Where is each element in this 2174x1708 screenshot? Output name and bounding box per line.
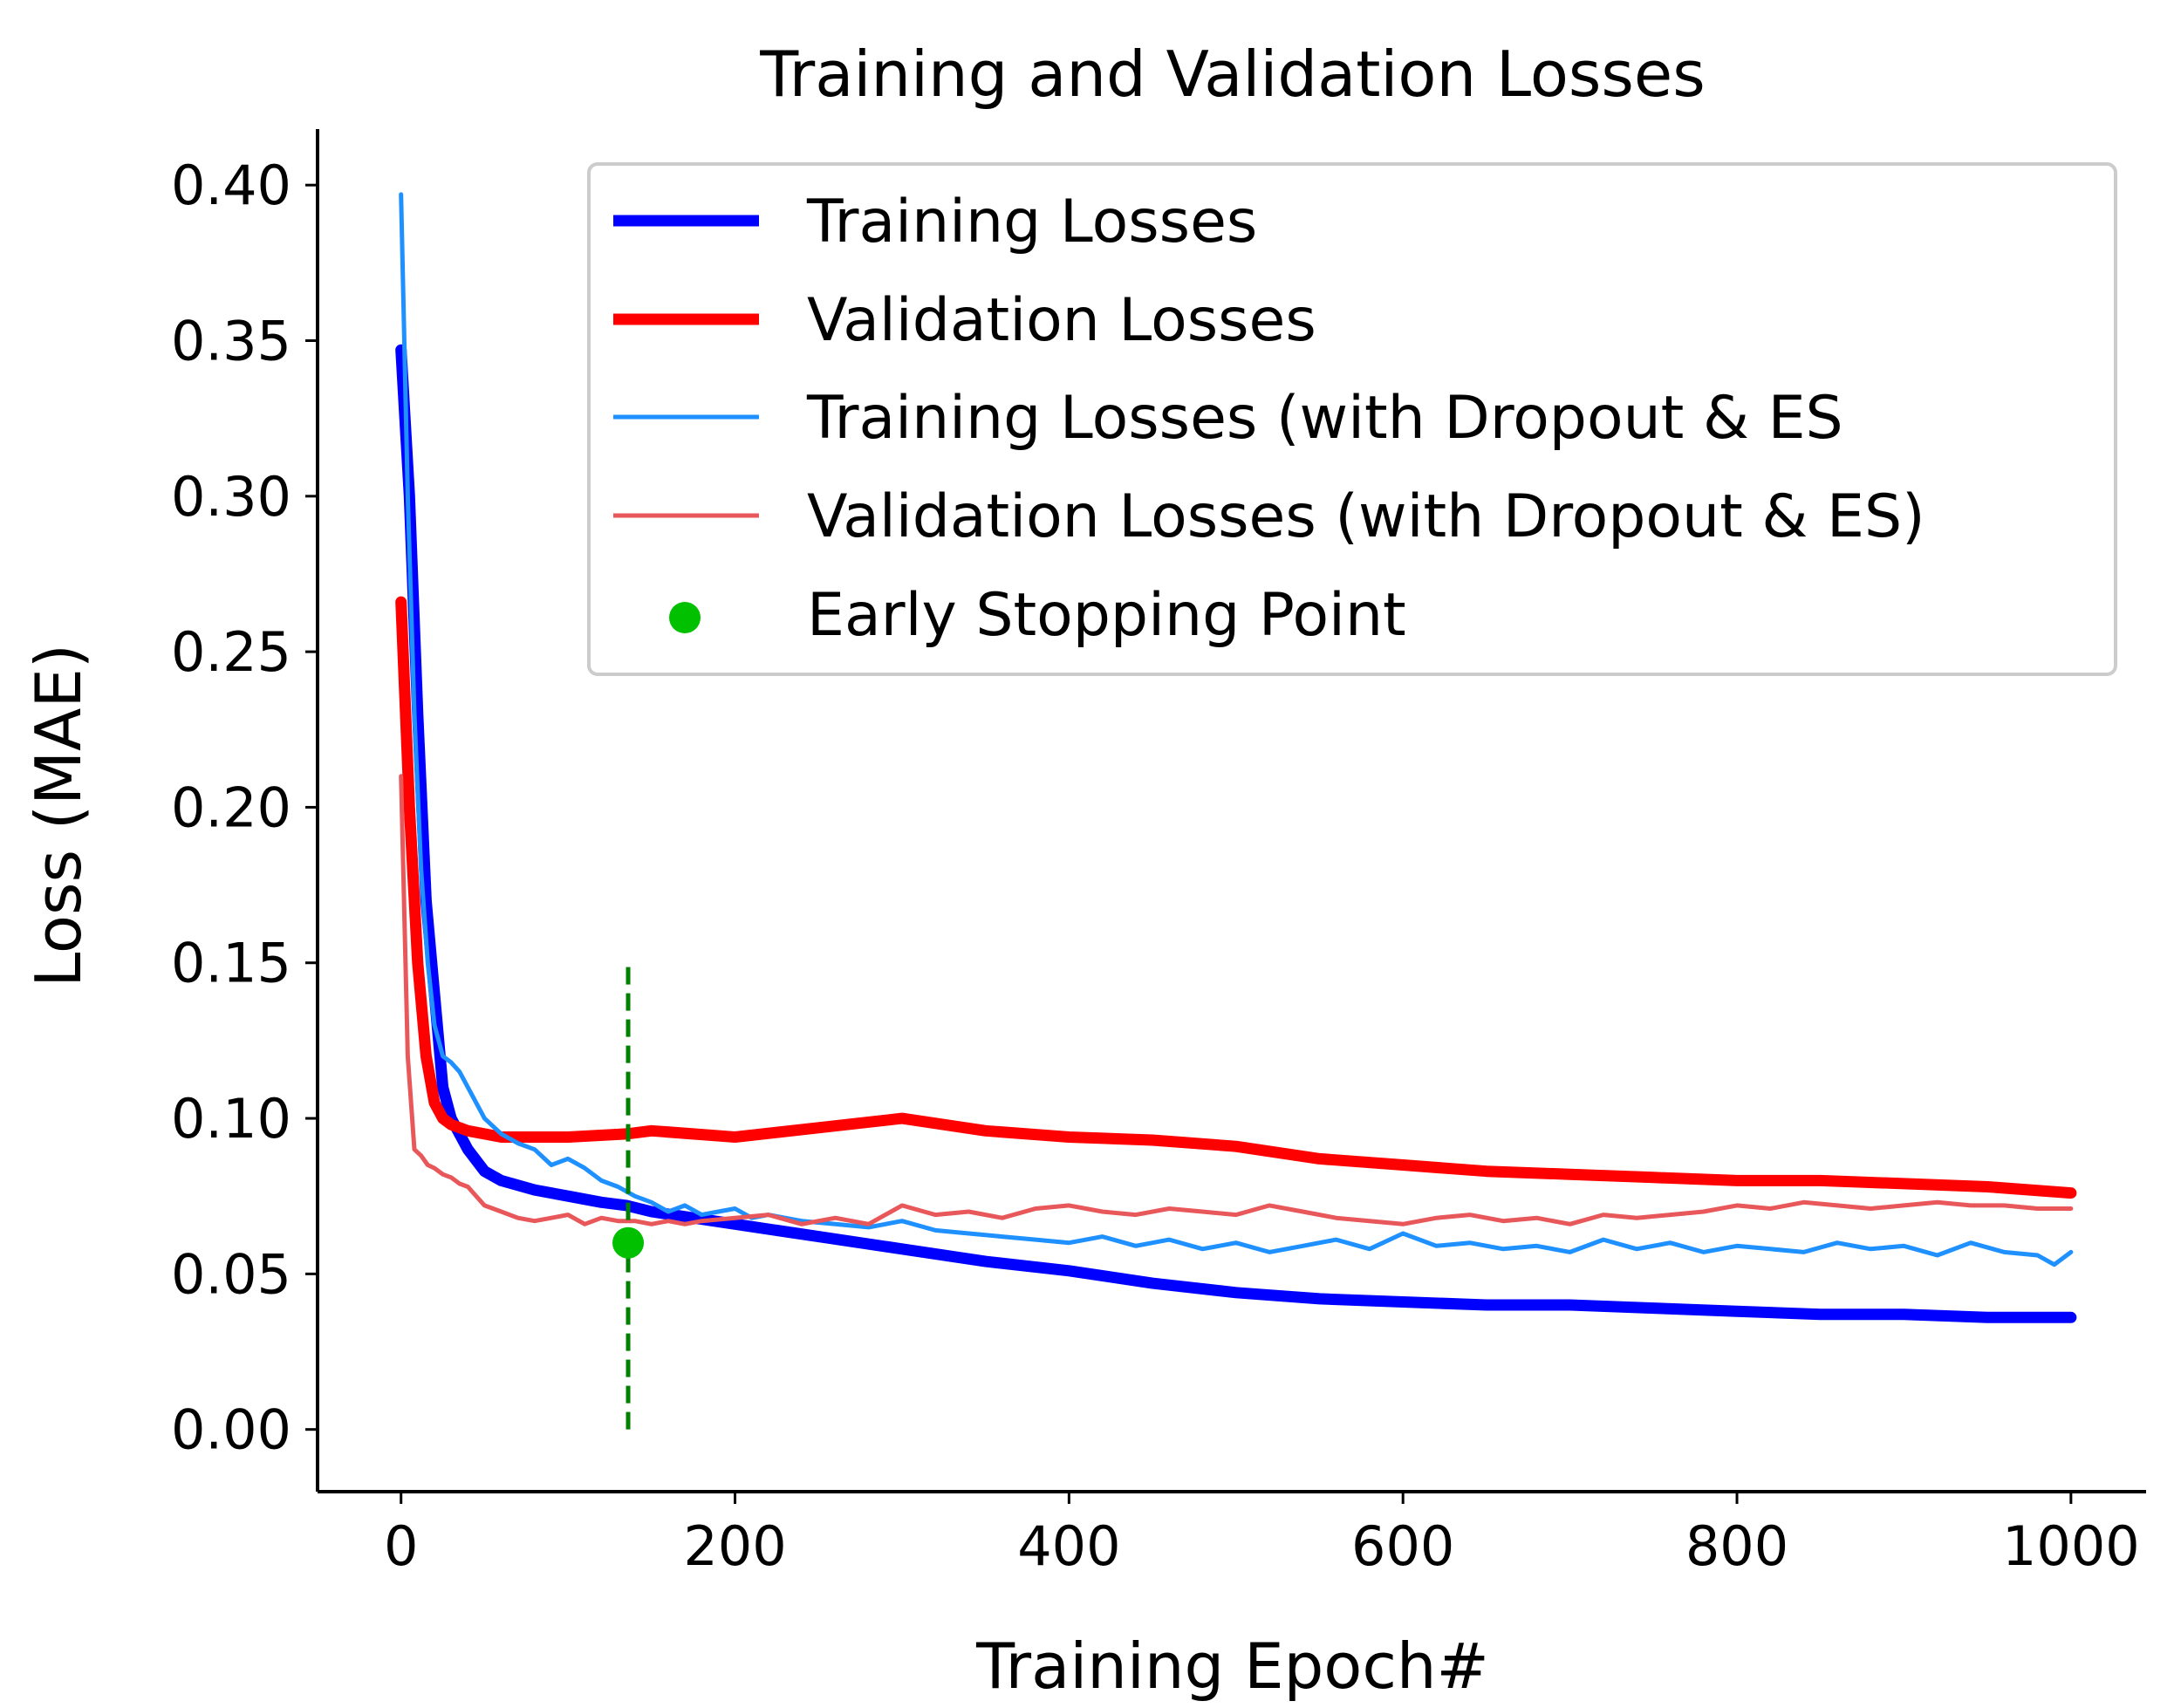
y-tick-label: 0.00 — [171, 1398, 291, 1462]
validation-loss-dropout-es-line — [399, 774, 2074, 1226]
y-tick-label: 0.20 — [171, 775, 291, 839]
x-tick-label: 800 — [1685, 1514, 1788, 1578]
legend: Training Losses Validation Losses Training… — [587, 162, 2117, 676]
legend-early-stopping-label: Early Stopping Point — [807, 581, 1406, 650]
legend-early-stopping-marker — [669, 602, 701, 633]
y-tick-label: 0.35 — [171, 310, 291, 373]
legend-training-losses-label: Training Losses — [806, 188, 1257, 256]
legend-validation-losses-label: Validation Losses — [807, 286, 1316, 355]
y-tick-label: 0.10 — [171, 1087, 291, 1151]
x-tick-label: 400 — [1017, 1514, 1120, 1578]
x-axis-label: Training Epoch# — [975, 1629, 1489, 1703]
x-tick-label: 200 — [683, 1514, 786, 1578]
early-stopping-point — [612, 1226, 645, 1259]
y-tick-label: 0.25 — [171, 620, 291, 684]
x-tick-label: 0 — [384, 1514, 418, 1578]
y-tick-label: 0.15 — [171, 932, 291, 995]
y-tick-label: 0.05 — [171, 1242, 291, 1306]
y-tick-label: 0.40 — [171, 154, 291, 217]
validation-loss-line — [395, 596, 2077, 1199]
legend-box — [587, 162, 2117, 676]
y-tick-label: 0.30 — [171, 465, 291, 529]
chart-title: Training and Validation Losses — [759, 38, 1705, 111]
training-loss-dropout-es-line — [399, 192, 2074, 1267]
legend-validation-dropout-es-label: Validation Losses (with Dropout & ES) — [807, 482, 1925, 551]
x-tick-label: 600 — [1351, 1514, 1454, 1578]
plot-area: 0 200 400 600 800 1000 0.00 0.05 0.10 0.15 0.20 0.2… — [171, 129, 2146, 1578]
x-tick-label: 1000 — [2002, 1514, 2140, 1578]
legend-training-dropout-es-label: Training Losses (with Dropout & ES — [806, 384, 1843, 453]
training-loss-line — [395, 344, 2077, 1323]
y-axis-label: Loss (MAE) — [22, 644, 95, 987]
